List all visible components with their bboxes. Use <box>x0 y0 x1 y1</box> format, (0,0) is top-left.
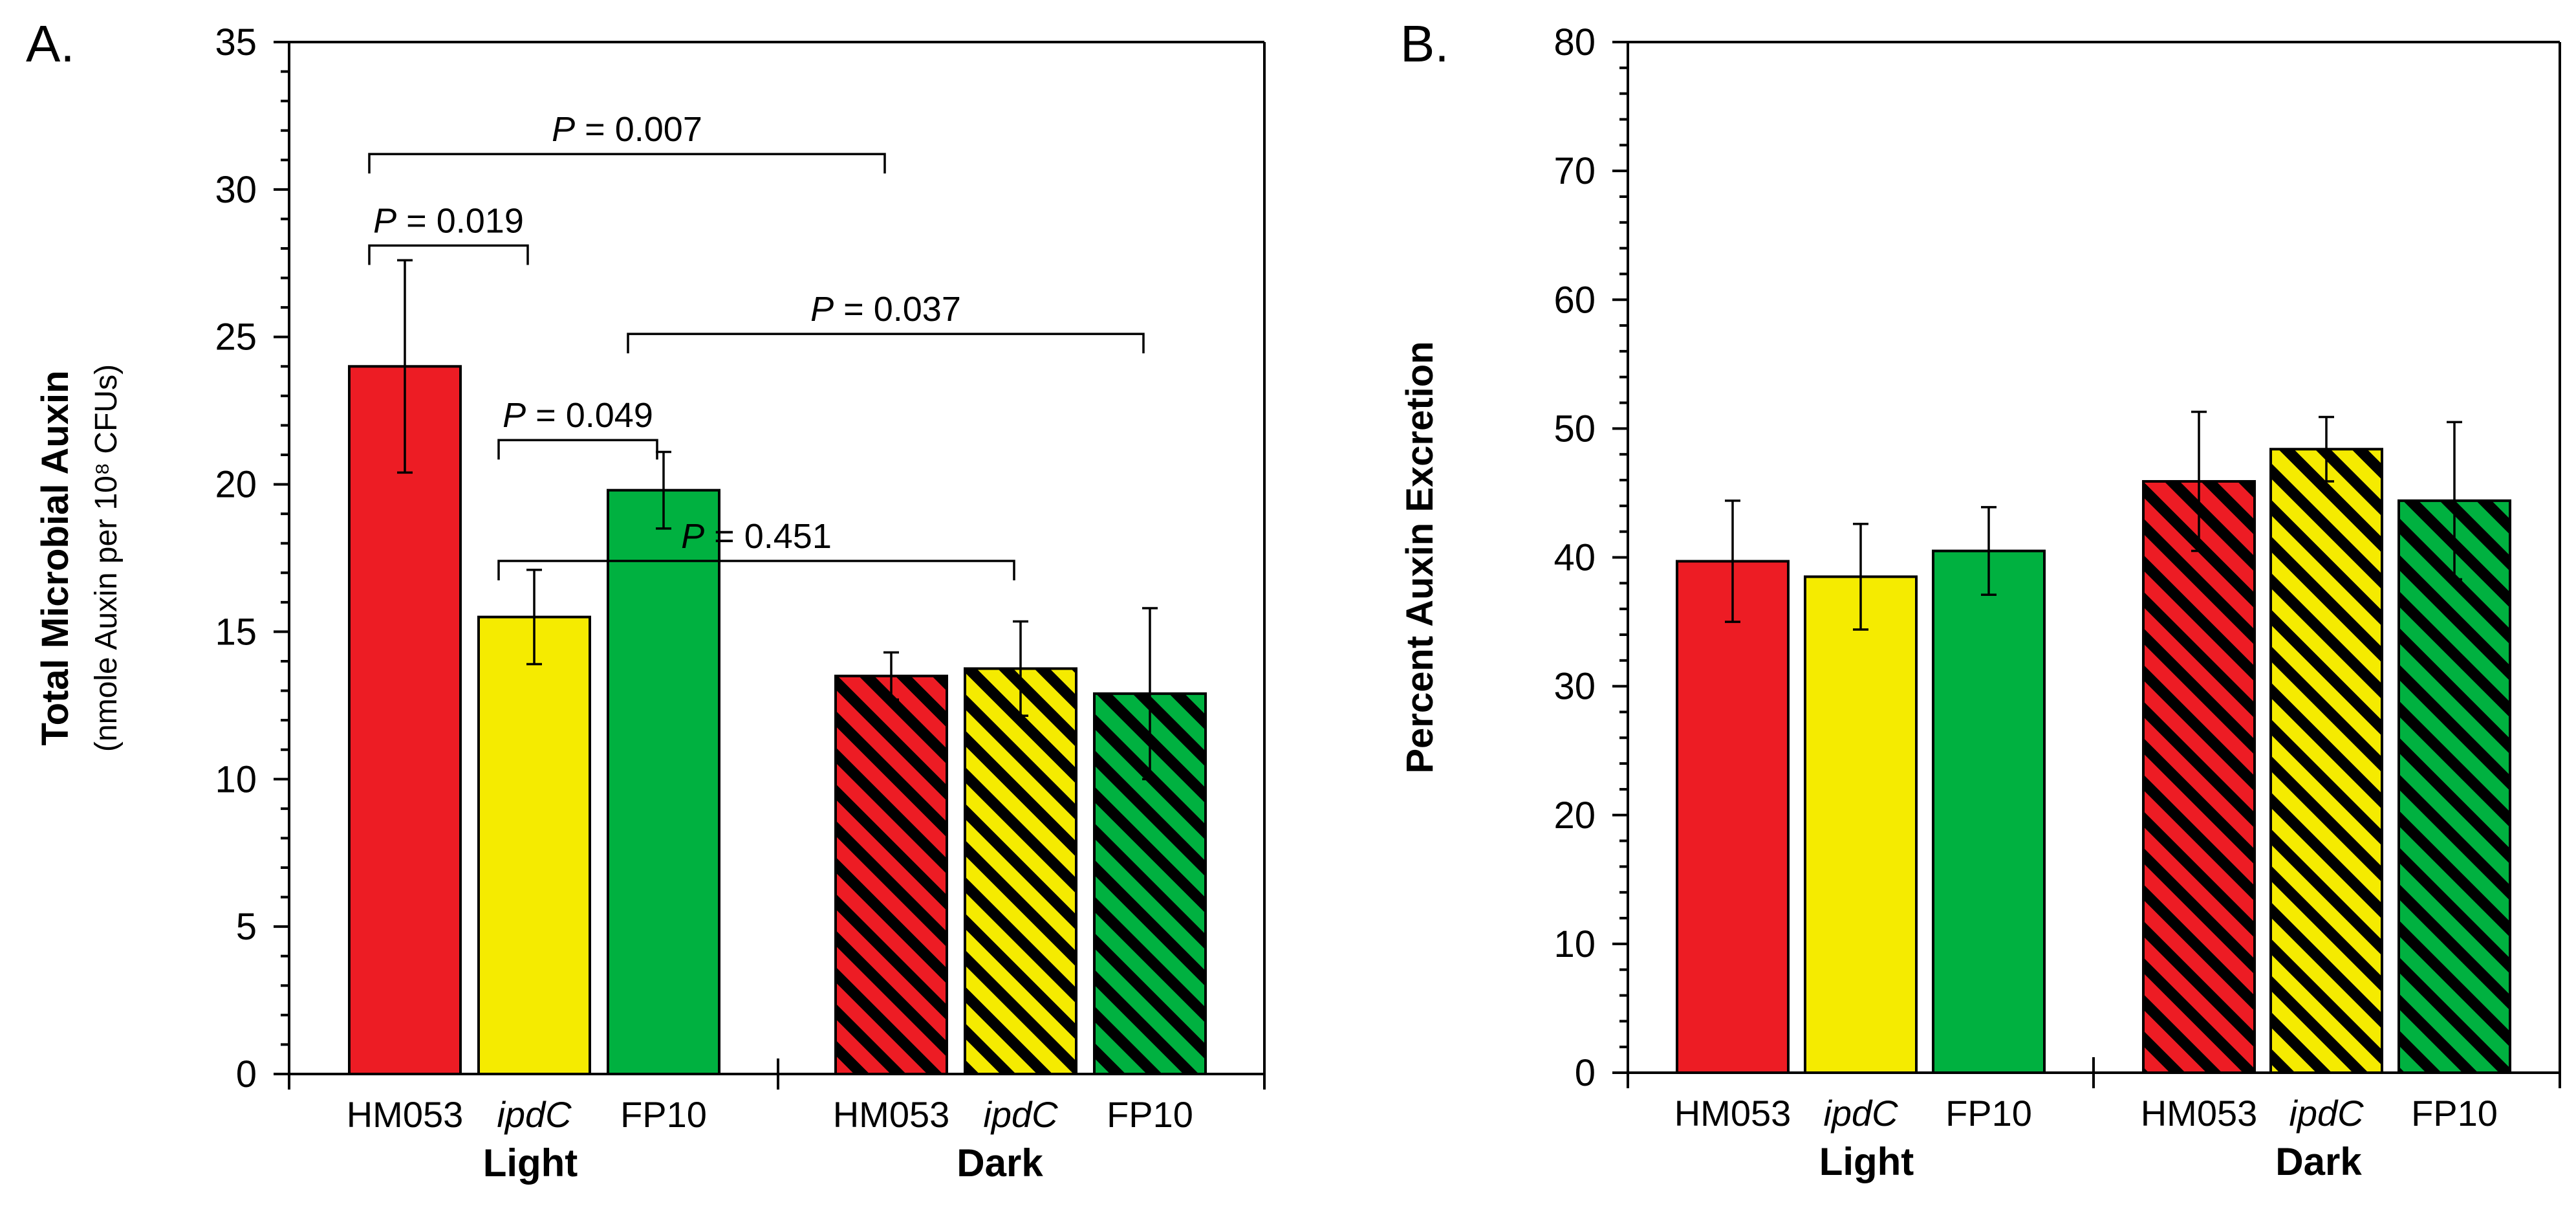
significance-bracket <box>497 560 1015 581</box>
y-tick-label: 0 <box>1575 1052 1596 1094</box>
p-symbol: P <box>810 290 834 329</box>
y-tick-label: 15 <box>215 611 257 653</box>
x-category-label: HM053 <box>1674 1093 1791 1134</box>
p-value-text: = 0.007 <box>575 110 702 149</box>
y-axis-label: Total Microbial Auxin <box>34 370 76 745</box>
x-category-label: ipdC <box>497 1094 572 1135</box>
p-symbol: P <box>503 396 526 435</box>
panel-a-chart: A. Total Microbial Auxin (nmole Auxin per … <box>26 15 1266 1185</box>
x-category-label: FP10 <box>620 1094 707 1135</box>
bar-light-fp10 <box>1932 549 2046 1074</box>
panel-label: B. <box>1400 15 1449 72</box>
y-tick-label: 20 <box>215 464 257 506</box>
x-category-label: HM053 <box>347 1094 464 1135</box>
y-tick-label: 60 <box>1553 279 1596 321</box>
y-tick-label: 30 <box>215 169 257 211</box>
y-tick-label: 80 <box>1553 21 1596 63</box>
panel-b-chart: B. Percent Auxin Excretion 0 10 20 30 40 50 60 70… <box>1399 15 2561 1183</box>
x-category-label: ipdC <box>983 1094 1058 1135</box>
significance-bracket <box>368 153 886 174</box>
significance-bracket <box>497 439 658 460</box>
y-tick-label: 70 <box>1553 150 1596 192</box>
x-group-label: Light <box>483 1141 578 1185</box>
y-tick-label: 5 <box>236 906 257 948</box>
bar-dark-ipdc <box>2269 448 2383 1074</box>
p-value-text: = 0.049 <box>526 396 653 435</box>
p-value-label: P = 0.007 <box>552 110 702 149</box>
p-symbol: P <box>681 517 704 556</box>
x-group-label: Light <box>1819 1140 1914 1183</box>
y-axis-sublabel: (nmole Auxin per 10⁸ CFUs) <box>89 364 124 752</box>
bar-dark-fp10 <box>2397 499 2511 1074</box>
bar-light-hm053 <box>348 365 462 1075</box>
y-tick-label: 50 <box>1553 408 1596 450</box>
p-symbol: P <box>552 110 575 149</box>
x-group-label: Dark <box>957 1141 1043 1185</box>
y-tick-label: 30 <box>1553 666 1596 708</box>
y-tick-label: 0 <box>236 1053 257 1095</box>
panel-label: A. <box>26 15 75 72</box>
p-value-text: = 0.451 <box>704 517 832 556</box>
x-category-label: HM053 <box>2141 1093 2258 1134</box>
x-category-label: HM053 <box>833 1094 950 1135</box>
p-value-label: P = 0.037 <box>810 290 961 329</box>
p-value-label: P = 0.019 <box>373 201 524 240</box>
bar-light-ipdc <box>1804 575 1918 1074</box>
bar-light-fp10 <box>607 488 720 1075</box>
p-value-text: = 0.019 <box>396 201 524 240</box>
y-tick-label: 35 <box>215 21 257 63</box>
y-tick-label: 10 <box>215 758 257 800</box>
bar-light-hm053 <box>1676 560 1790 1074</box>
p-value-label: P = 0.451 <box>681 517 832 556</box>
x-category-label: FP10 <box>2411 1093 2498 1134</box>
p-symbol: P <box>373 201 396 240</box>
p-value-label: P = 0.049 <box>503 396 653 435</box>
bar-dark-ipdc <box>964 667 1077 1075</box>
y-tick-label: 25 <box>215 316 257 358</box>
significance-bracket <box>368 244 529 265</box>
x-category-label: FP10 <box>1945 1093 2032 1134</box>
significance-bracket <box>627 333 1145 354</box>
p-value-text: = 0.037 <box>834 290 961 329</box>
bar-light-ipdc <box>477 615 591 1075</box>
bar-dark-hm053 <box>2142 480 2256 1074</box>
x-category-label: ipdC <box>1823 1093 1898 1134</box>
x-category-label: ipdC <box>2289 1093 2364 1134</box>
y-tick-label: 40 <box>1553 537 1596 579</box>
y-tick-label: 10 <box>1553 923 1596 965</box>
x-category-label: FP10 <box>1107 1094 1193 1135</box>
y-tick-label: 20 <box>1553 795 1596 837</box>
bar-dark-hm053 <box>834 674 948 1076</box>
y-axis-label: Percent Auxin Excretion <box>1399 341 1441 773</box>
x-group-label: Dark <box>2275 1140 2362 1183</box>
